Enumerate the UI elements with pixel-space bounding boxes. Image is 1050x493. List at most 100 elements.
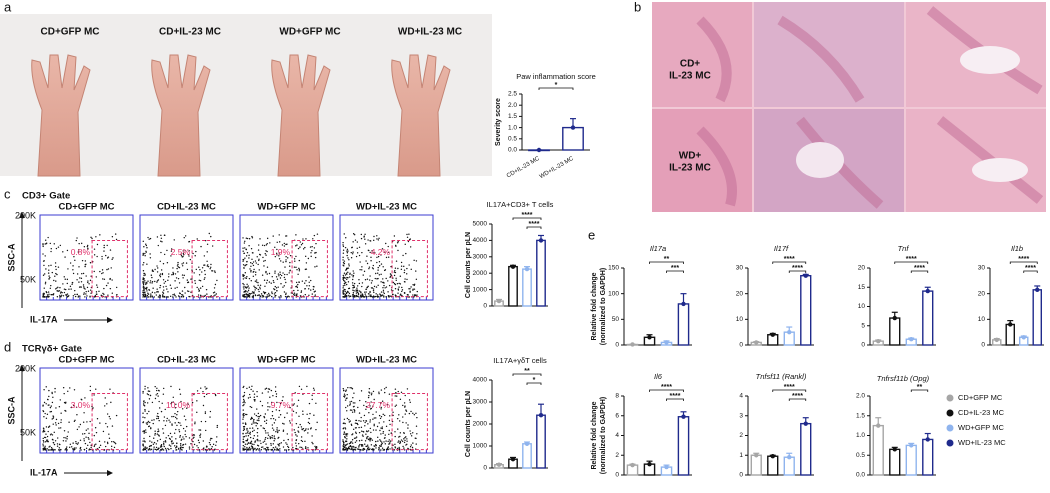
flow-event [171, 436, 173, 438]
flow-event [393, 235, 396, 237]
flow-event [147, 293, 150, 295]
flow-event [351, 439, 354, 441]
label: a [4, 0, 12, 14]
flow-event [361, 282, 364, 284]
flow-event [154, 292, 156, 294]
flow-event [259, 288, 261, 290]
flow-event [373, 445, 375, 447]
flow-event [149, 296, 152, 298]
flow-event [268, 295, 270, 298]
flow-event [115, 286, 118, 289]
flow-event [393, 449, 396, 451]
flow-event [114, 441, 116, 444]
flow-event [53, 279, 55, 282]
flow-event [87, 281, 89, 284]
flow-event [344, 296, 346, 298]
flow-event [342, 292, 345, 294]
flow-event [346, 433, 349, 435]
flow-event [199, 280, 202, 282]
flow-event [251, 423, 253, 425]
flow-event [106, 426, 109, 428]
flow-event [270, 449, 273, 451]
flow-event [253, 270, 255, 273]
flow-event [95, 276, 98, 278]
y-tick-label: 0 [739, 342, 743, 349]
flow-event [253, 393, 256, 395]
flow-event [354, 239, 357, 241]
flow-event [46, 440, 48, 443]
flow-event [58, 443, 61, 446]
flow-event [242, 422, 244, 424]
flow-event [102, 292, 104, 295]
flow-event [156, 392, 159, 395]
flow-event [391, 447, 393, 449]
flow-event [255, 422, 257, 424]
flow-event [43, 441, 45, 443]
flow-event [394, 267, 397, 269]
flow-event [63, 276, 65, 278]
flow-event [342, 290, 345, 292]
label: 50K [20, 427, 36, 437]
flow-event [205, 388, 207, 390]
flow-event [256, 408, 258, 410]
flow-event [250, 442, 252, 445]
flow-event [42, 445, 44, 447]
flow-event [162, 263, 165, 265]
flow-event [360, 291, 362, 293]
flow-event [253, 399, 255, 401]
flow-event [158, 419, 160, 422]
flow-event [93, 434, 95, 437]
flow-event [271, 427, 274, 429]
flow-event [349, 409, 352, 411]
flow-event [387, 280, 389, 282]
flow-event [398, 282, 400, 285]
flow-event [199, 287, 202, 289]
flow-event [188, 250, 190, 252]
flow-event [245, 423, 247, 425]
flow-event [175, 277, 178, 279]
flow-event [272, 429, 275, 431]
flow-event [169, 445, 172, 447]
flow-event [160, 237, 163, 239]
flow-event [106, 268, 108, 271]
flow-event [403, 265, 405, 268]
flow-event [182, 296, 185, 298]
flow-event [162, 286, 165, 288]
flow-event [195, 268, 198, 271]
flow-event [344, 290, 346, 293]
flow-event [346, 267, 349, 270]
significance-label: **** [792, 393, 803, 400]
flow-event [45, 242, 48, 244]
flow-event [114, 233, 117, 235]
flow-event [72, 269, 74, 271]
flow-event [49, 406, 52, 409]
flow-event [381, 294, 384, 296]
flow-event [75, 442, 77, 445]
y-tick-label: 1.0 [508, 124, 517, 131]
flow-event [371, 439, 374, 441]
y-tick-label: 0 [861, 342, 865, 349]
flow-event [250, 271, 252, 273]
flow-event [109, 277, 111, 280]
bar [1005, 323, 1016, 346]
flow-event [164, 440, 167, 442]
flow-event [412, 288, 414, 290]
flow-event [58, 447, 61, 449]
flow-event [111, 258, 113, 261]
flow-event [56, 443, 59, 445]
flow-event [382, 430, 385, 433]
flow-event [53, 243, 55, 245]
flow-event [55, 418, 58, 421]
flow-event [366, 296, 368, 298]
flow-event [356, 241, 359, 243]
flow-event [157, 417, 160, 420]
flow-event [388, 429, 390, 432]
flow-event [302, 410, 304, 412]
flow-event [275, 395, 278, 398]
flow-event [174, 416, 177, 419]
flow-event [284, 295, 287, 298]
label: WD+ [679, 151, 702, 162]
flow-event [143, 437, 145, 440]
flow-event [296, 293, 298, 295]
flow-event [301, 428, 303, 430]
